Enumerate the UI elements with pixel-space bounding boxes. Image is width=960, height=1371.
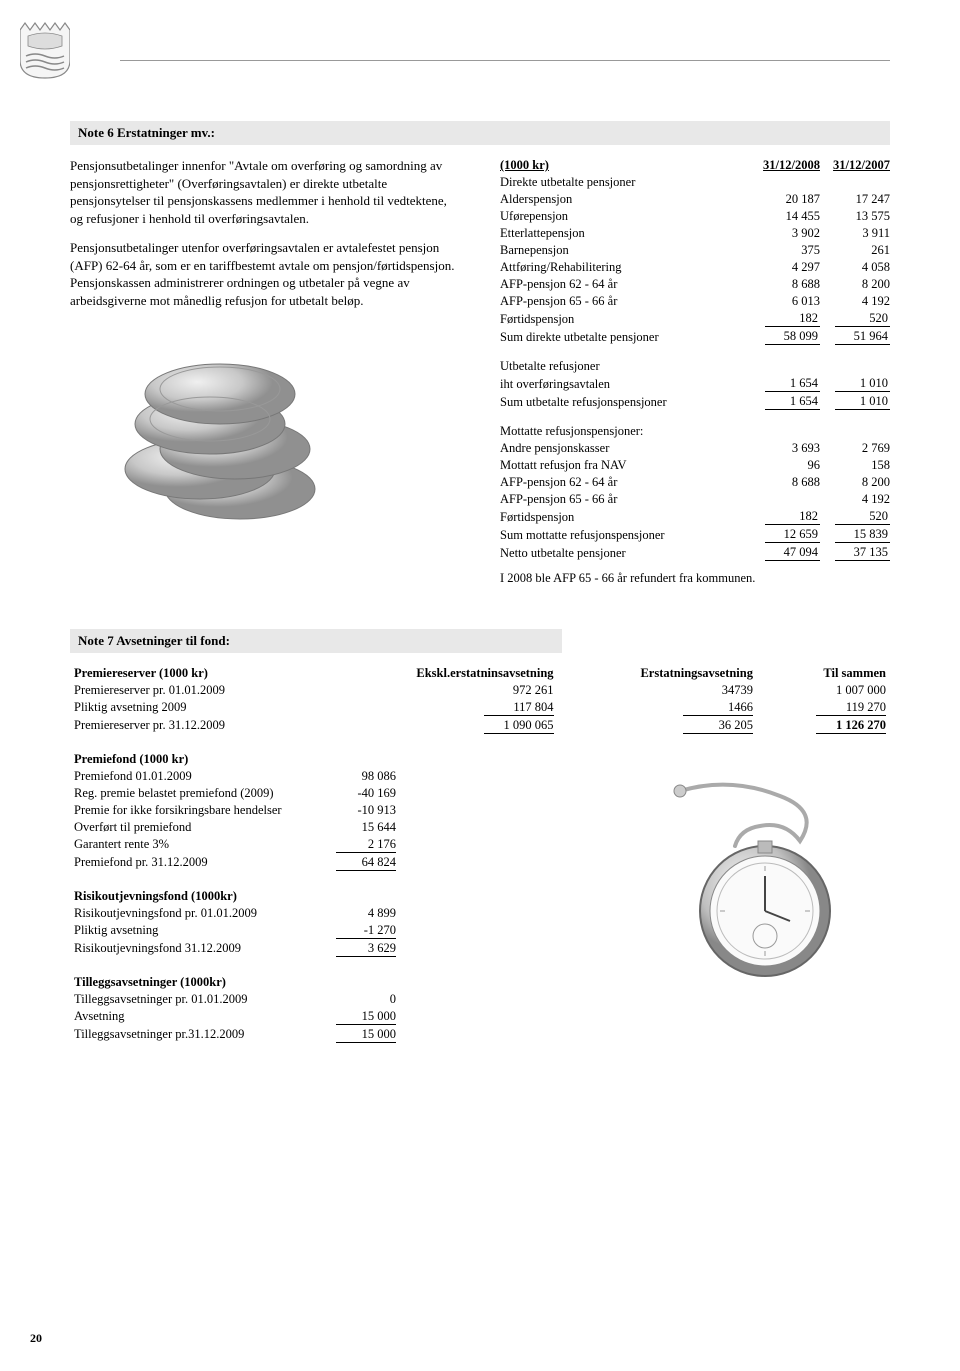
utbetalt-label: iht overføringsavtalen [500, 375, 750, 393]
header-rule [120, 60, 890, 61]
note7-header: Note 7 Avsetninger til fond: [70, 629, 562, 653]
sum-utbetalt-label: Sum utbetalte refusjonspensjoner [500, 393, 750, 411]
premiereserver-table: Premiereserver (1000 kr) Ekskl.erstatnin… [70, 665, 890, 735]
sum-direkte-label: Sum direkte utbetalte pensjoner [500, 328, 750, 346]
note6-para1: Pensjonsutbetalinger innenfor "Avtale om… [70, 157, 460, 227]
municipality-crest-icon [20, 20, 70, 80]
premiefond-table: Premiefond (1000 kr) Premiefond 01.01.20… [70, 751, 400, 872]
row-label: Attføring/Rehabilitering [500, 259, 750, 276]
row-label: Andre pensjonskasser [500, 440, 750, 457]
row-label: AFP-pensjon 65 - 66 år [500, 491, 750, 508]
coins-image [70, 329, 350, 529]
col-2007: 31/12/2007 [820, 157, 890, 174]
row-label: Uførepensjon [500, 208, 750, 225]
section-mottatte: Mottatte refusjonspensjoner: [500, 423, 890, 440]
tillegg-table: Tilleggsavsetninger (1000kr) Tilleggsavs… [70, 974, 400, 1044]
row-label: Mottatt refusjon fra NAV [500, 457, 750, 474]
section-utbetalt: Utbetalte refusjoner [500, 358, 890, 375]
page-number: 20 [30, 1331, 42, 1346]
row-label: Førtidspensjon [500, 508, 750, 526]
risiko-table: Risikoutjevningsfond (1000kr) Risikoutje… [70, 888, 400, 958]
row-label: AFP-pensjon 65 - 66 år [500, 293, 750, 310]
row-label: Alderspensjon [500, 191, 750, 208]
netto-label: Netto utbetalte pensjoner [500, 544, 750, 562]
pocket-watch-image [610, 771, 890, 991]
row-label: Barnepensjon [500, 242, 750, 259]
col-2008: 31/12/2008 [750, 157, 820, 174]
sum-mottatte-label: Sum mottatte refusjonspensjoner [500, 526, 750, 544]
row-label: AFP-pensjon 62 - 64 år [500, 474, 750, 491]
note6-para2: Pensjonsutbetalinger utenfor overførings… [70, 239, 460, 309]
row-label: AFP-pensjon 62 - 64 år [500, 276, 750, 293]
row-label: Etterlattepensjon [500, 225, 750, 242]
col-label: (1000 kr) [500, 157, 750, 174]
note6-header: Note 6 Erstatninger mv.: [70, 121, 890, 145]
note6-table: (1000 kr) 31/12/2008 31/12/2007 Direkte … [500, 157, 890, 562]
section-direkte: Direkte utbetalte pensjoner [500, 174, 890, 191]
note6-footnote: I 2008 ble AFP 65 - 66 år refundert fra … [500, 570, 890, 587]
row-label: Førtidspensjon [500, 310, 750, 328]
